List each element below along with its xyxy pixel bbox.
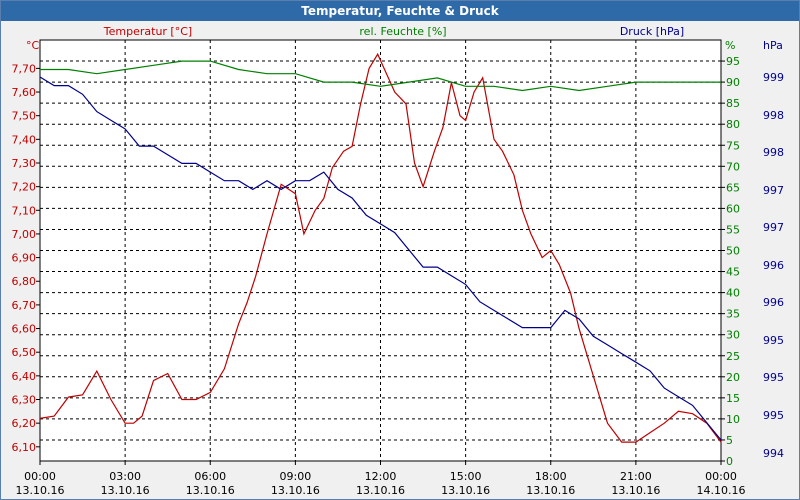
temperature-tick-label: 7,20 [12, 181, 37, 194]
temperature-tick-label: 7,70 [12, 62, 37, 75]
x-tick-date: 13.10.16 [271, 484, 320, 497]
humidity-tick-label: 20 [726, 371, 740, 384]
humidity-unit-label: % [725, 39, 735, 52]
humidity-tick-label: 15 [726, 392, 740, 405]
temperature-tick-label: 7,60 [12, 86, 37, 99]
temperature-tick-label: 6,30 [12, 394, 37, 407]
x-tick-time: 12:00 [365, 470, 397, 483]
pressure-tick-label: 997 [763, 184, 784, 197]
humidity-tick-label: 25 [726, 350, 740, 363]
temperature-unit-label: °C [26, 39, 40, 52]
pressure-tick-label: 996 [763, 259, 784, 272]
x-tick-date: 13.10.16 [441, 484, 490, 497]
x-tick-date: 13.10.16 [526, 484, 575, 497]
pressure-tick-label: 996 [763, 296, 784, 309]
temperature-tick-label: 6,60 [12, 323, 37, 336]
humidity-line [40, 60, 721, 92]
pressure-tick-label: 997 [763, 221, 784, 234]
window-title: Temperatur, Feuchte & Druck [1, 1, 799, 21]
x-tick-date: 13.10.16 [611, 484, 660, 497]
humidity-tick-label: 70 [726, 160, 740, 173]
x-tick-date: 13.10.16 [101, 484, 150, 497]
x-tick-time: 00:00 [24, 470, 56, 483]
humidity-tick-label: 95 [726, 55, 740, 68]
temperature-tick-label: 6,70 [12, 299, 37, 312]
x-tick-time: 15:00 [450, 470, 482, 483]
humidity-tick-label: 35 [726, 308, 740, 321]
humidity-tick-label: 65 [726, 181, 740, 194]
pressure-unit-label: hPa [763, 39, 783, 52]
humidity-tick-label: 10 [726, 413, 740, 426]
temperature-tick-label: 6,20 [12, 417, 37, 430]
temperature-tick-label: 6,80 [12, 275, 37, 288]
temperature-tick-label: 7,40 [12, 133, 37, 146]
pressure-tick-label: 995 [763, 334, 784, 347]
temperature-tick-label: 6,40 [12, 370, 37, 383]
pressure-tick-label: 995 [763, 409, 784, 422]
x-tick-time: 09:00 [280, 470, 312, 483]
pressure-tick-label: 995 [763, 371, 784, 384]
temperature-axis-title: Temperatur [°C] [103, 25, 192, 38]
x-tick-time: 21:00 [620, 470, 652, 483]
humidity-tick-label: 60 [726, 202, 740, 215]
humidity-tick-label: 45 [726, 266, 740, 279]
temperature-tick-label: 7,30 [12, 157, 37, 170]
x-tick-date: 13.10.16 [16, 484, 65, 497]
humidity-tick-label: 55 [726, 223, 740, 236]
x-tick-date: 14.10.16 [697, 484, 746, 497]
humidity-tick-label: 40 [726, 287, 740, 300]
pressure-tick-label: 998 [763, 146, 784, 159]
x-tick-date: 13.10.16 [356, 484, 405, 497]
temperature-tick-label: 7,00 [12, 228, 37, 241]
x-tick-time: 18:00 [535, 470, 567, 483]
humidity-tick-label: 5 [726, 434, 733, 447]
temperature-tick-label: 7,50 [12, 110, 37, 123]
temperature-line [39, 52, 722, 443]
humidity-tick-label: 90 [726, 76, 740, 89]
temperature-tick-label: 6,50 [12, 346, 37, 359]
humidity-tick-label: 50 [726, 245, 740, 258]
humidity-tick-label: 30 [726, 329, 740, 342]
temperature-tick-label: 6,10 [12, 441, 37, 454]
temperature-tick-label: 7,10 [12, 204, 37, 217]
humidity-tick-label: 75 [726, 139, 740, 152]
humidity-tick-label: 80 [726, 118, 740, 131]
humidity-axis-title: rel. Feuchte [%] [359, 25, 446, 38]
pressure-axis-title: Druck [hPa] [620, 25, 684, 38]
x-tick-date: 13.10.16 [186, 484, 235, 497]
x-tick-time: 03:00 [109, 470, 141, 483]
pressure-tick-label: 999 [763, 71, 784, 84]
x-tick-time: 06:00 [194, 470, 226, 483]
humidity-tick-label: 85 [726, 97, 740, 110]
humidity-tick-label: 0 [726, 455, 733, 468]
pressure-line [39, 76, 722, 441]
pressure-tick-label: 998 [763, 109, 784, 122]
temperature-tick-label: 6,90 [12, 252, 37, 265]
pressure-tick-label: 994 [763, 447, 784, 460]
x-tick-time: 00:00 [705, 470, 737, 483]
